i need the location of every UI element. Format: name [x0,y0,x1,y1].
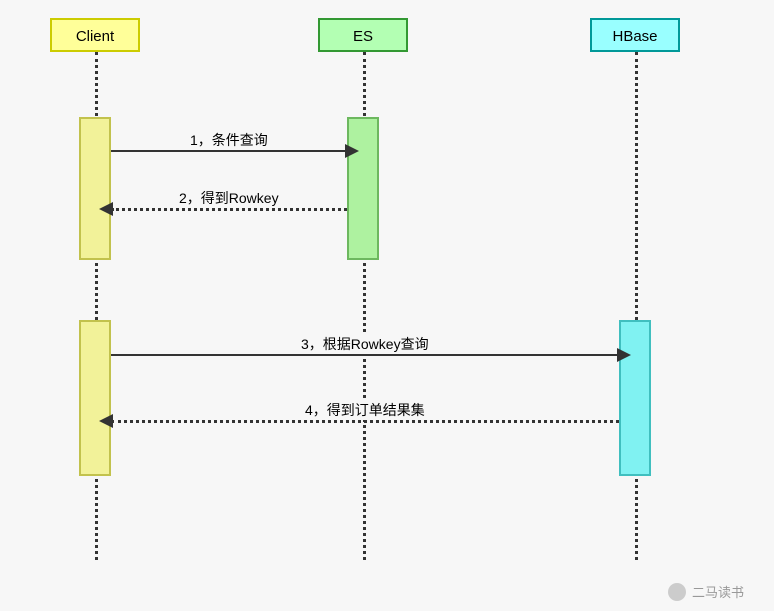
activation-es-1 [347,117,379,260]
lifeline-hbase [635,52,638,560]
message-line-0 [111,150,347,152]
message-arrowhead-2 [617,348,631,362]
watermark-text: 二马读书 [692,582,744,601]
sequence-diagram: Client ES HBase 1，条件查询 2，得到Rowkey 3，根据Rowkey查… [0,0,774,611]
activation-hbase-3 [619,320,651,476]
message-arrowhead-3 [99,414,113,428]
message-line-1 [111,208,347,211]
message-line-3 [111,420,619,423]
participant-hbase: HBase [590,18,680,52]
participant-es: ES [318,18,408,52]
message-arrowhead-0 [345,144,359,158]
message-line-2 [111,354,619,356]
message-label-1: 2，得到Rowkey [175,188,283,208]
activation-client-2 [79,320,111,476]
participant-client: Client [50,18,140,52]
message-label-2: 3，根据Rowkey查询 [297,334,433,354]
watermark: 二马读书 [668,582,744,601]
message-arrowhead-1 [99,202,113,216]
message-label-0: 1，条件查询 [186,130,272,150]
activation-client-0 [79,117,111,260]
wechat-icon [668,583,686,601]
message-label-3: 4，得到订单结果集 [301,400,429,420]
